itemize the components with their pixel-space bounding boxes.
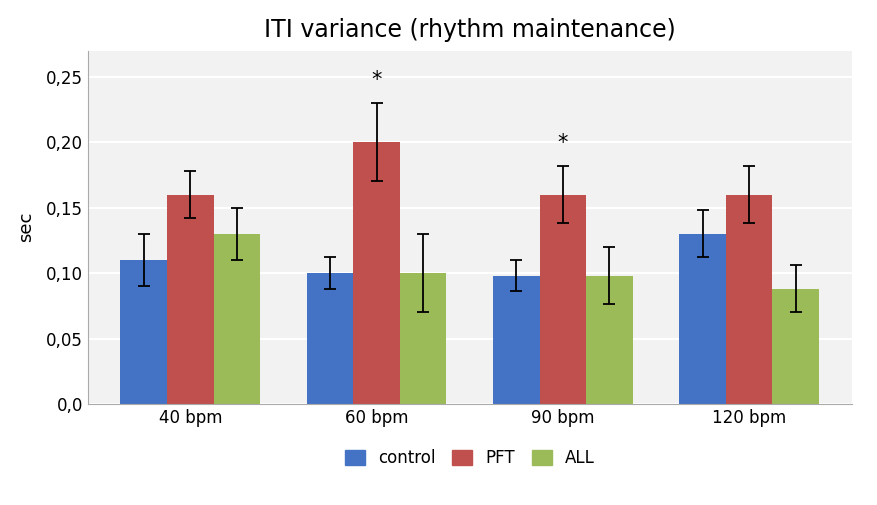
Bar (772, 289, 818, 404)
Title: ITI variance (rhythm maintenance): ITI variance (rhythm maintenance) (264, 18, 674, 41)
Bar (539, 194, 586, 404)
Bar (399, 273, 446, 404)
Bar (493, 276, 539, 404)
Bar (167, 194, 213, 404)
Bar (306, 273, 353, 404)
Bar (353, 142, 399, 404)
Bar (213, 234, 260, 404)
Bar (679, 234, 725, 404)
Bar (586, 276, 632, 404)
Bar (725, 194, 772, 404)
Text: *: * (557, 133, 567, 153)
Y-axis label: sec: sec (17, 212, 35, 242)
Text: *: * (371, 70, 381, 90)
Legend: control, PFT, ALL: control, PFT, ALL (338, 442, 601, 473)
Bar (120, 260, 167, 404)
